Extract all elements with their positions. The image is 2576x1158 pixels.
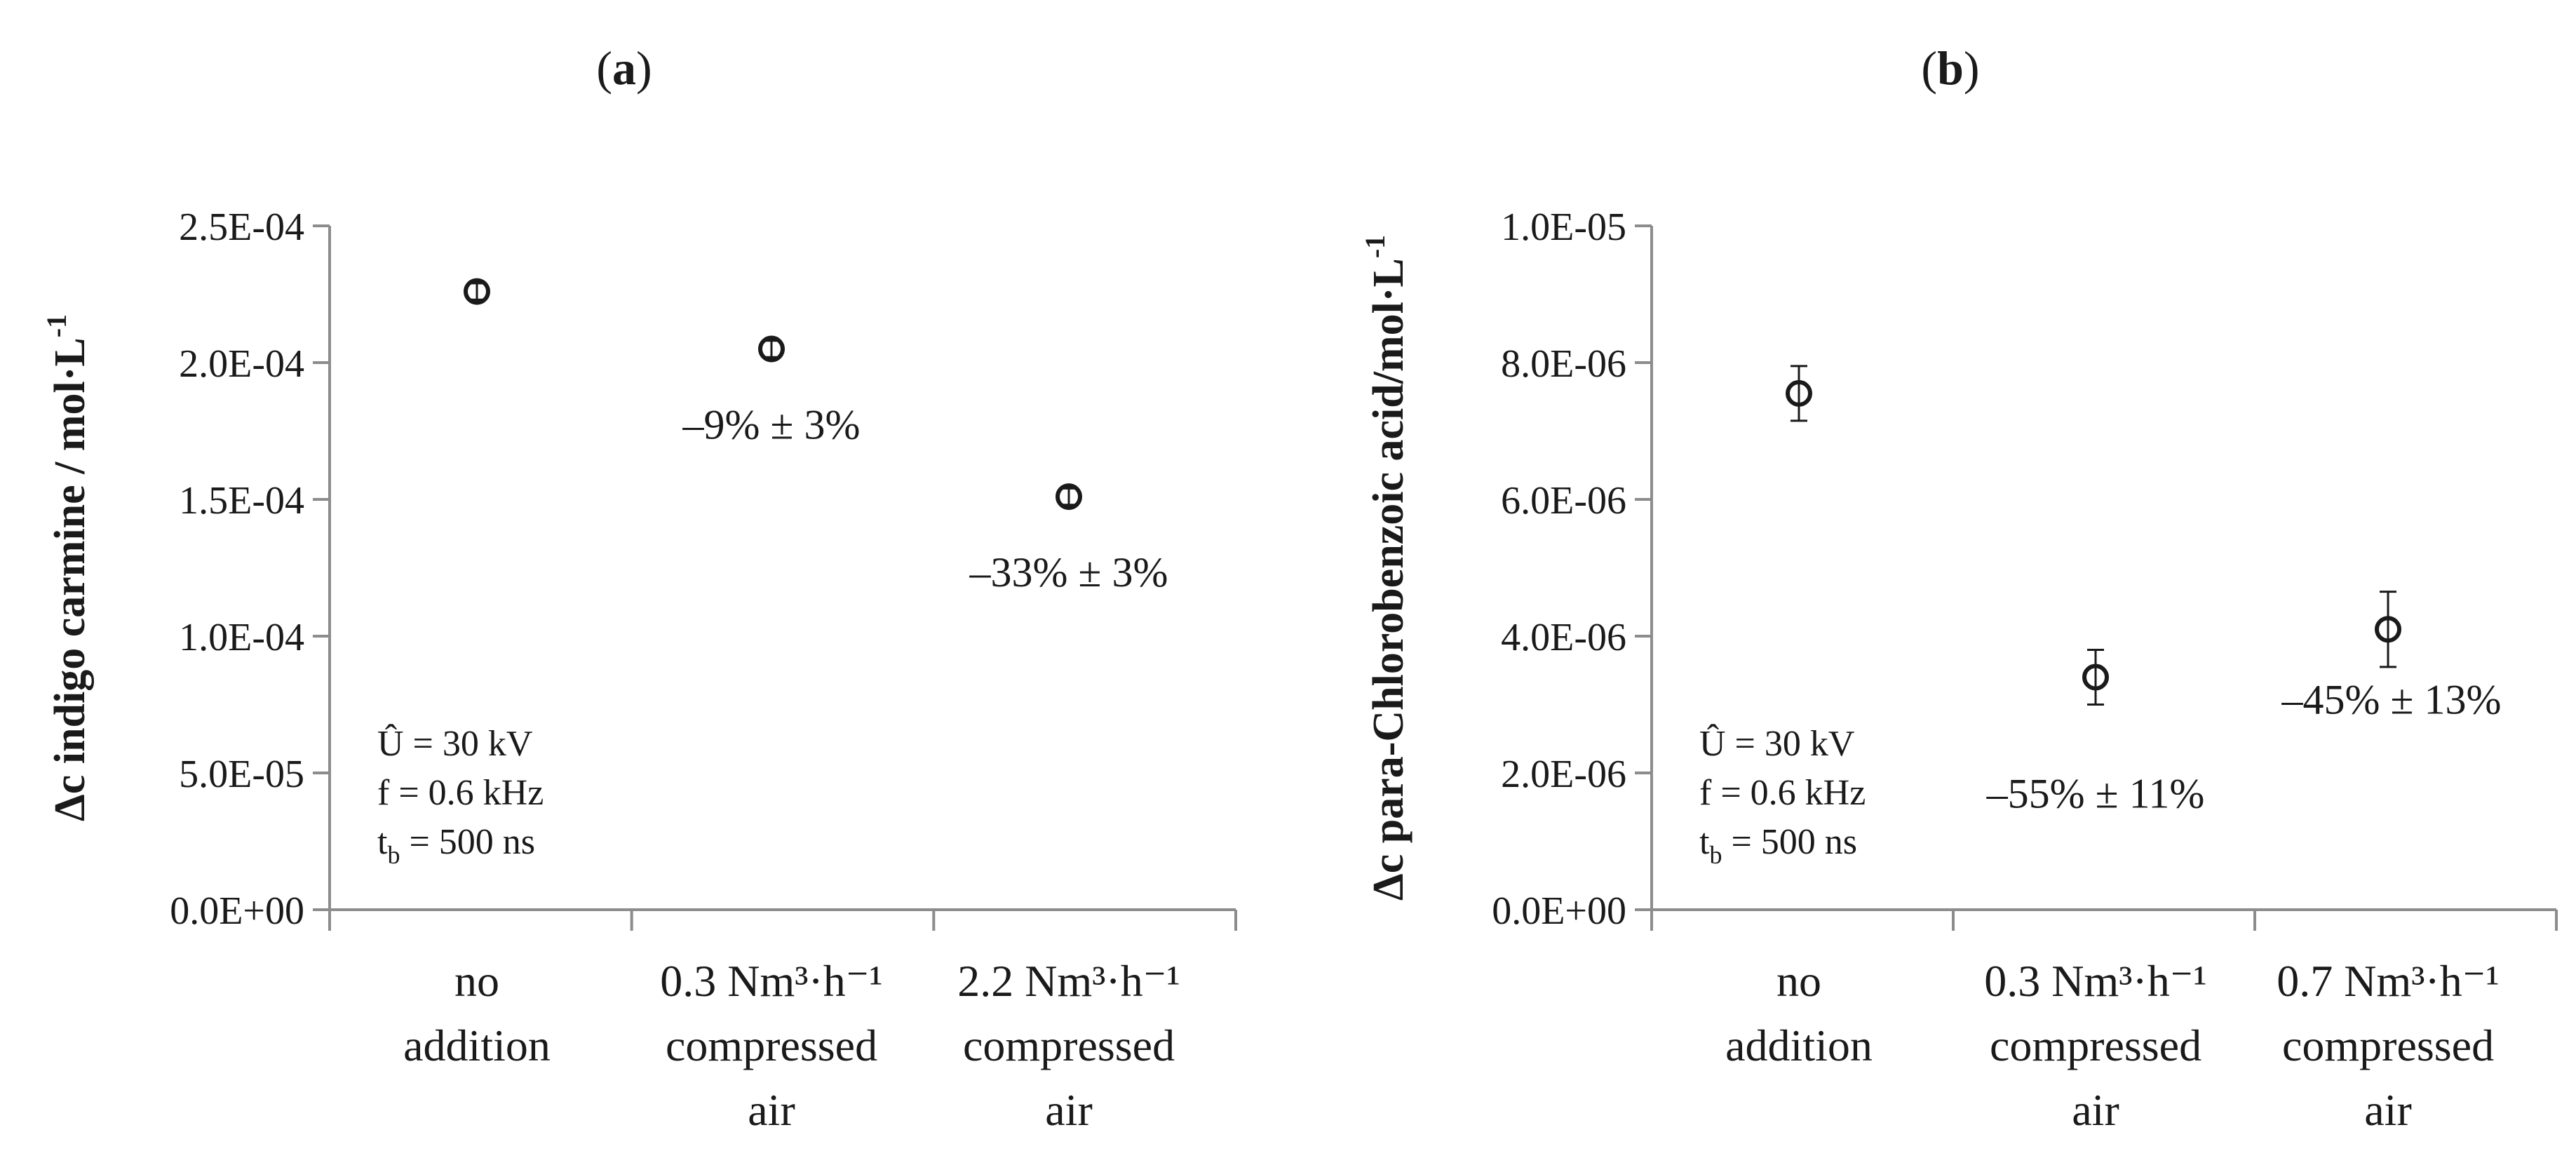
y-tick-label: 1.0E-04 bbox=[179, 616, 304, 659]
condition-text: f = 0.6 kHz bbox=[377, 773, 544, 813]
data-point bbox=[2082, 664, 2109, 691]
data-point bbox=[2375, 616, 2401, 643]
y-tick-label: 0.0E+00 bbox=[170, 889, 304, 933]
y-tick-label: 4.0E-06 bbox=[1501, 616, 1626, 659]
data-label: –55% ± 11% bbox=[1986, 771, 2205, 817]
x-category-label: compressed bbox=[1990, 1021, 2201, 1070]
data-label: –45% ± 13% bbox=[2281, 676, 2502, 722]
y-tick-label: 8.0E-06 bbox=[1501, 342, 1626, 386]
panel-label: (b) bbox=[1921, 41, 1979, 95]
y-axis-title: Δc para-Chlorobenzoic acid/mol·L-1 bbox=[1359, 235, 1412, 901]
data-label: –33% ± 3% bbox=[969, 549, 1168, 595]
y-tick-label: 1.0E-05 bbox=[1501, 206, 1626, 249]
chart-panel-b: (b) 0.0E+00 2.0E-06 4.0E-06 6.0E-06 8.0E-06 1.… bbox=[1359, 41, 2558, 1135]
condition-text: f = 0.6 kHz bbox=[1699, 773, 1866, 813]
chart-panel-a: (a) 0.0E+00 5.0E-05 1.0E-04 1.5E-04 2.0E-04 2.… bbox=[41, 41, 1237, 1135]
x-category-label: no bbox=[454, 956, 499, 1006]
data-point bbox=[464, 278, 490, 305]
y-axis-title-sup: -1 bbox=[41, 314, 72, 337]
x-category-label: compressed bbox=[963, 1021, 1175, 1070]
data-point bbox=[1786, 379, 1812, 407]
y-tick-label: 2.0E-06 bbox=[1501, 753, 1626, 796]
x-category-label: air bbox=[2072, 1085, 2119, 1135]
x-category-label: 2.2 Nm³·h⁻¹ bbox=[957, 956, 1180, 1006]
x-category-label: air bbox=[748, 1085, 795, 1135]
x-category-label: compressed bbox=[2282, 1021, 2494, 1070]
x-category-label: air bbox=[2364, 1085, 2412, 1135]
y-tick-label: 2.5E-04 bbox=[179, 206, 304, 249]
y-axis-title-main: Δc indigo carmine / mol·L bbox=[46, 337, 94, 821]
y-tick-label: 1.5E-04 bbox=[179, 479, 304, 523]
y-tick-label: 6.0E-06 bbox=[1501, 479, 1626, 523]
data-point bbox=[1056, 483, 1082, 511]
y-axis-title: Δc indigo carmine / mol·L-1 bbox=[41, 314, 94, 821]
panel-letter: b bbox=[1937, 41, 1964, 95]
y-tick-label: 0.0E+00 bbox=[1492, 889, 1626, 933]
data-point bbox=[758, 335, 785, 363]
x-category-label: compressed bbox=[666, 1021, 877, 1070]
y-tick-label: 5.0E-05 bbox=[179, 753, 304, 796]
condition-text: tb = 500 ns bbox=[1699, 822, 1857, 869]
panel-label: (a) bbox=[596, 41, 652, 95]
condition-text: Û = 30 kV bbox=[377, 723, 532, 764]
y-axis-title-sup: -1 bbox=[1359, 235, 1391, 258]
y-tick-label: 2.0E-04 bbox=[179, 342, 304, 386]
panel-letter: a bbox=[612, 41, 636, 95]
x-category-label: addition bbox=[403, 1021, 551, 1070]
x-category-label: 0.3 Nm³·h⁻¹ bbox=[1984, 956, 2206, 1006]
x-category-label: 0.3 Nm³·h⁻¹ bbox=[660, 956, 882, 1006]
condition-text: Û = 30 kV bbox=[1699, 723, 1854, 764]
y-axis-title-main: Δc para-Chlorobenzoic acid/mol·L bbox=[1365, 258, 1412, 901]
x-category-label: air bbox=[1045, 1085, 1093, 1135]
x-category-label: 0.7 Nm³·h⁻¹ bbox=[2277, 956, 2499, 1006]
x-category-label: no bbox=[1776, 956, 1821, 1006]
x-category-label: addition bbox=[1725, 1021, 1873, 1070]
condition-text: tb = 500 ns bbox=[377, 822, 535, 869]
data-label: –9% ± 3% bbox=[682, 402, 861, 448]
